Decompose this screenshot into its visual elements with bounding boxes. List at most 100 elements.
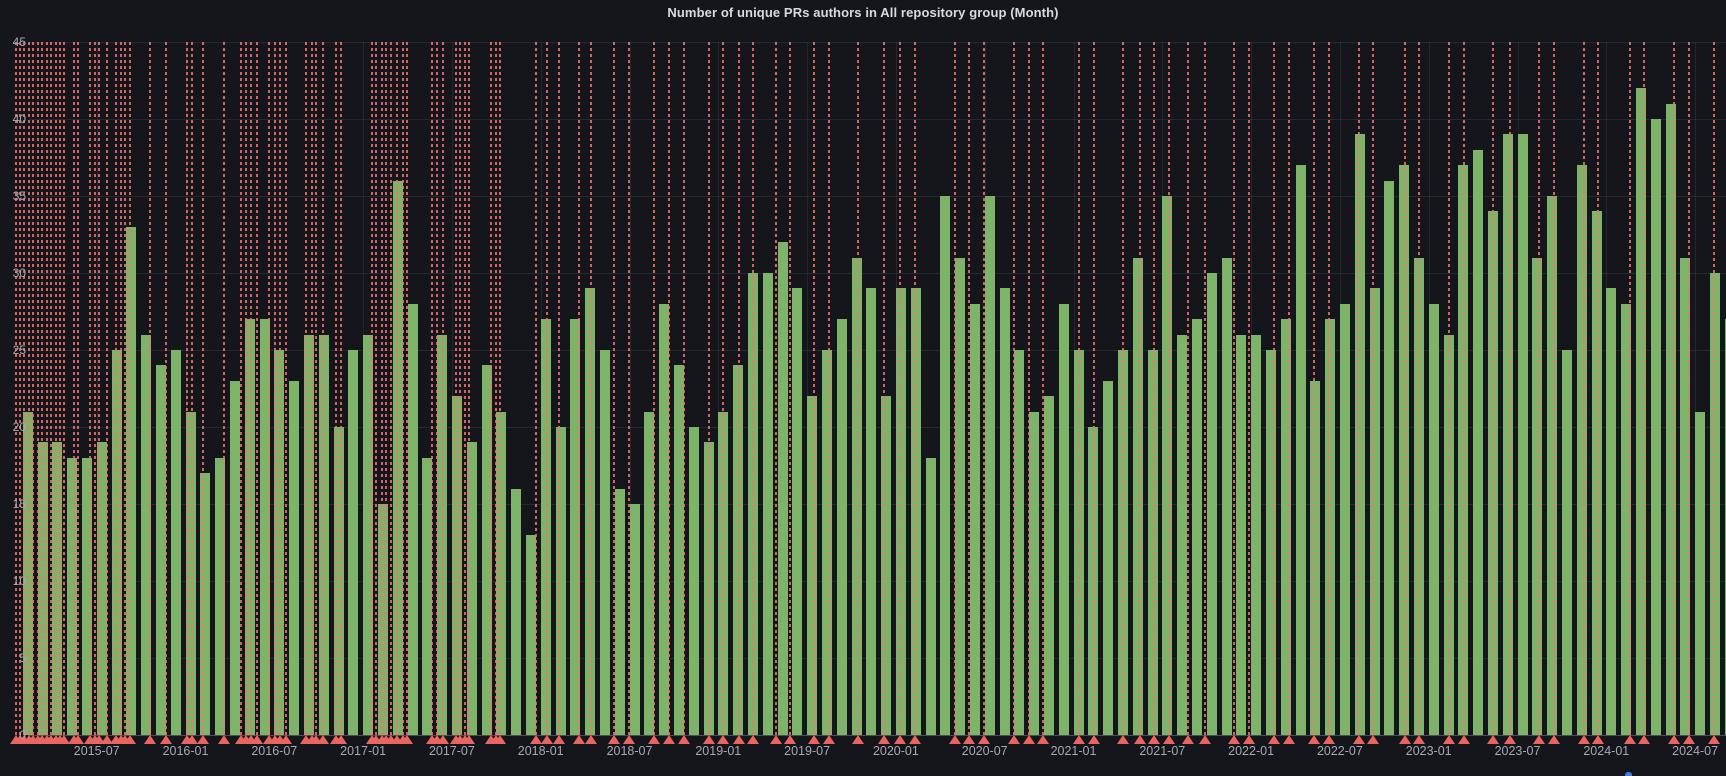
annotation-line[interactable] (1538, 42, 1541, 735)
bar[interactable] (126, 226, 137, 735)
annotation-line[interactable] (45, 42, 48, 735)
annotation-line[interactable] (1042, 42, 1045, 735)
annotation-line[interactable] (1357, 42, 1360, 735)
bar[interactable] (1591, 211, 1602, 735)
bar[interactable] (170, 350, 181, 735)
bar[interactable] (1517, 134, 1528, 735)
bar[interactable] (407, 303, 418, 735)
annotation-line[interactable] (1027, 42, 1030, 735)
annotation-line[interactable] (1187, 42, 1190, 735)
annotation-line[interactable] (1403, 42, 1406, 735)
bar[interactable] (1162, 196, 1173, 735)
annotation-marker-triangle[interactable] (1323, 735, 1336, 744)
annotation-line[interactable] (1582, 42, 1585, 735)
annotation-line[interactable] (1203, 42, 1206, 735)
annotation-marker-triangle[interactable] (978, 735, 991, 744)
annotation-marker-triangle[interactable] (436, 735, 449, 744)
bar[interactable] (1236, 334, 1247, 735)
annotation-marker-triangle[interactable] (608, 735, 621, 744)
annotation-marker-triangle[interactable] (58, 735, 71, 744)
annotation-marker-triangle[interactable] (908, 735, 921, 744)
annotation-marker-triangle[interactable] (316, 735, 329, 744)
annotation-line[interactable] (983, 42, 986, 735)
annotation-marker-triangle[interactable] (553, 735, 566, 744)
annotation-line[interactable] (1077, 42, 1080, 735)
bar[interactable] (229, 380, 240, 735)
annotation-line[interactable] (1712, 42, 1715, 735)
annotation-line[interactable] (613, 42, 616, 735)
annotation-line[interactable] (191, 42, 194, 735)
annotation-marker-triangle[interactable] (310, 735, 322, 744)
bar[interactable] (659, 303, 670, 735)
bar[interactable] (836, 319, 847, 735)
annotation-line[interactable] (115, 42, 118, 735)
bar[interactable] (688, 427, 699, 735)
bar[interactable] (1724, 319, 1726, 735)
annotation-line[interactable] (789, 42, 792, 735)
annotation-marker-triangle[interactable] (279, 735, 292, 744)
bar[interactable] (1428, 303, 1439, 735)
annotation-marker-triangle[interactable] (963, 735, 976, 744)
annotation-line[interactable] (1492, 42, 1495, 735)
annotation-marker-triangle[interactable] (623, 735, 636, 744)
annotation-line[interactable] (431, 42, 434, 735)
bar[interactable] (1177, 334, 1188, 735)
bar[interactable] (200, 473, 211, 735)
bar[interactable] (777, 242, 788, 735)
bar[interactable] (925, 457, 936, 735)
annotation-line[interactable] (913, 42, 916, 735)
bar[interactable] (1532, 257, 1543, 735)
bar[interactable] (1191, 319, 1202, 735)
annotation-line[interactable] (15, 42, 18, 735)
annotation-marker-triangle[interactable] (1638, 735, 1651, 744)
bar[interactable] (1354, 134, 1365, 735)
bar[interactable] (1295, 165, 1306, 735)
bar[interactable] (1621, 303, 1632, 735)
annotation-line[interactable] (1418, 42, 1421, 735)
annotation-line[interactable] (459, 42, 462, 735)
annotation-line[interactable] (1508, 42, 1511, 735)
annotation-line[interactable] (468, 42, 471, 735)
bar[interactable] (1369, 288, 1380, 735)
annotation-marker-triangle[interactable] (217, 735, 230, 744)
annotation-marker-triangle[interactable] (1037, 735, 1050, 744)
bar[interactable] (1576, 165, 1587, 735)
annotation-line[interactable] (682, 42, 685, 735)
annotation-line[interactable] (36, 42, 39, 735)
bar[interactable] (392, 180, 403, 735)
bar[interactable] (940, 196, 951, 735)
annotation-line[interactable] (898, 42, 901, 735)
annotation-line[interactable] (58, 42, 61, 735)
annotation-line[interactable] (255, 42, 258, 735)
bar[interactable] (1325, 319, 1336, 735)
bar[interactable] (1709, 273, 1720, 735)
annotation-marker-triangle[interactable] (1133, 735, 1146, 744)
annotation-line[interactable] (201, 42, 204, 735)
annotation-line[interactable] (1372, 42, 1375, 735)
bar[interactable] (851, 257, 862, 735)
annotation-marker-triangle[interactable] (1503, 735, 1516, 744)
bar[interactable] (318, 334, 329, 735)
annotation-line[interactable] (370, 42, 373, 735)
annotation-marker-triangle[interactable] (1367, 735, 1380, 744)
annotation-line[interactable] (1122, 42, 1125, 735)
annotation-marker-triangle[interactable] (123, 735, 136, 744)
annotation-line[interactable] (490, 42, 493, 735)
annotation-marker-triangle[interactable] (1592, 735, 1605, 744)
annotation-line[interactable] (63, 42, 66, 735)
bar[interactable] (244, 319, 255, 735)
annotation-line[interactable] (19, 42, 21, 735)
annotation-line[interactable] (1313, 42, 1316, 735)
annotation-line[interactable] (1273, 42, 1276, 735)
bar[interactable] (644, 411, 655, 735)
bar[interactable] (807, 396, 818, 735)
annotation-line[interactable] (752, 42, 755, 735)
bar[interactable] (333, 427, 344, 735)
bar[interactable] (81, 457, 92, 735)
annotation-marker-triangle[interactable] (196, 735, 209, 744)
annotation-line[interactable] (827, 42, 830, 735)
annotation-line[interactable] (128, 42, 131, 735)
bar[interactable] (629, 504, 640, 735)
bar[interactable] (451, 396, 462, 735)
bar[interactable] (1029, 411, 1040, 735)
